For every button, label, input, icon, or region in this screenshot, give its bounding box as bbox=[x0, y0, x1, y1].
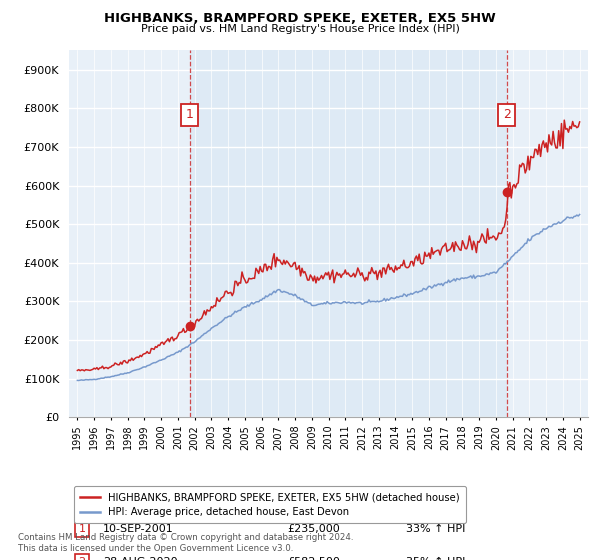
Text: HIGHBANKS, BRAMPFORD SPEKE, EXETER, EX5 5HW: HIGHBANKS, BRAMPFORD SPEKE, EXETER, EX5 … bbox=[104, 12, 496, 25]
Text: 10-SEP-2001: 10-SEP-2001 bbox=[103, 524, 173, 534]
Text: £582,500: £582,500 bbox=[287, 557, 340, 560]
Text: Price paid vs. HM Land Registry's House Price Index (HPI): Price paid vs. HM Land Registry's House … bbox=[140, 24, 460, 34]
Legend: HIGHBANKS, BRAMPFORD SPEKE, EXETER, EX5 5HW (detached house), HPI: Average price: HIGHBANKS, BRAMPFORD SPEKE, EXETER, EX5 … bbox=[74, 487, 466, 524]
Text: Contains HM Land Registry data © Crown copyright and database right 2024.
This d: Contains HM Land Registry data © Crown c… bbox=[18, 533, 353, 553]
Text: 2: 2 bbox=[503, 109, 511, 122]
Text: 28-AUG-2020: 28-AUG-2020 bbox=[103, 557, 178, 560]
Text: 1: 1 bbox=[185, 109, 193, 122]
Bar bbox=[190, 50, 507, 417]
Text: 33% ↑ HPI: 33% ↑ HPI bbox=[406, 524, 466, 534]
Text: 2: 2 bbox=[79, 557, 86, 560]
Text: £235,000: £235,000 bbox=[287, 524, 340, 534]
Text: 35% ↑ HPI: 35% ↑ HPI bbox=[406, 557, 466, 560]
Text: 1: 1 bbox=[79, 524, 85, 534]
